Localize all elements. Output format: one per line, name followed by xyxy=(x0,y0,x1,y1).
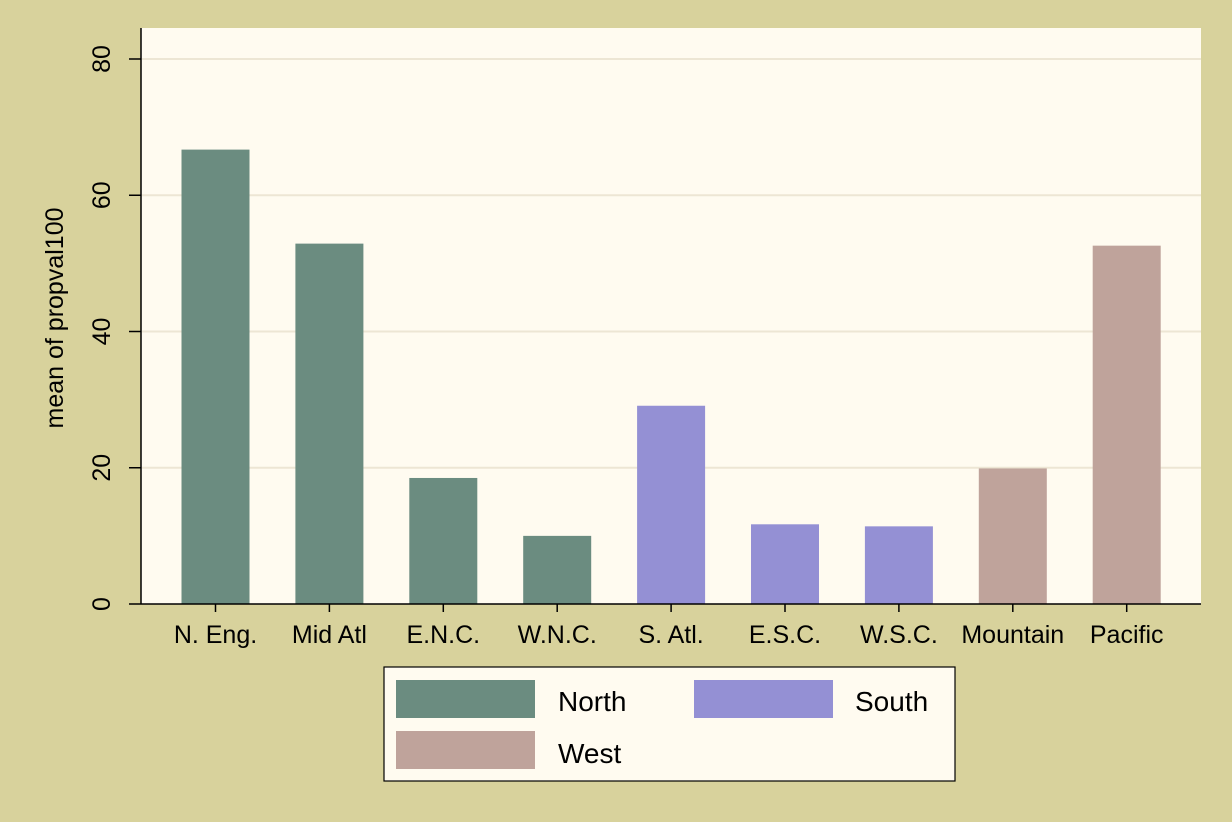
y-tick-label: 60 xyxy=(88,181,116,209)
x-tick-label: W.N.C. xyxy=(518,621,597,649)
y-tick-label: 80 xyxy=(88,45,116,73)
x-tick-label: S. Atl. xyxy=(638,621,703,649)
legend-swatch xyxy=(396,680,535,718)
bar xyxy=(978,468,1047,604)
bar xyxy=(409,477,478,604)
y-axis-title: mean of propval100 xyxy=(41,208,69,429)
y-tick-label: 0 xyxy=(88,597,116,611)
x-tick-label: E.S.C. xyxy=(749,621,821,649)
x-tick-label: W.S.C. xyxy=(860,621,938,649)
bar xyxy=(751,524,819,604)
x-tick-label: Pacific xyxy=(1090,621,1164,649)
bar xyxy=(181,149,250,604)
bar xyxy=(637,405,706,604)
legend: North South West xyxy=(383,666,956,782)
x-ticks: N. Eng. Mid Atl E.N.C. W.N.C. S. Atl. E.S.C. W… xyxy=(174,604,1164,649)
x-tick-label: Mountain xyxy=(961,621,1064,649)
legend-swatch xyxy=(694,680,833,718)
x-tick-label: Mid Atl xyxy=(292,621,367,649)
bar xyxy=(864,526,933,604)
x-tick-label: E.N.C. xyxy=(406,621,480,649)
legend-label: West xyxy=(558,738,621,769)
bar xyxy=(1092,245,1161,604)
legend-label: North xyxy=(558,686,626,717)
bar xyxy=(295,243,364,604)
x-tick-label: N. Eng. xyxy=(174,621,257,649)
y-ticks: 0 20 40 60 80 xyxy=(88,45,141,611)
y-tick-label: 20 xyxy=(88,454,116,482)
legend-swatch xyxy=(396,731,535,769)
bars xyxy=(181,149,1161,604)
legend-label: South xyxy=(855,686,928,717)
y-tick-label: 40 xyxy=(88,318,116,346)
bar xyxy=(523,535,592,604)
